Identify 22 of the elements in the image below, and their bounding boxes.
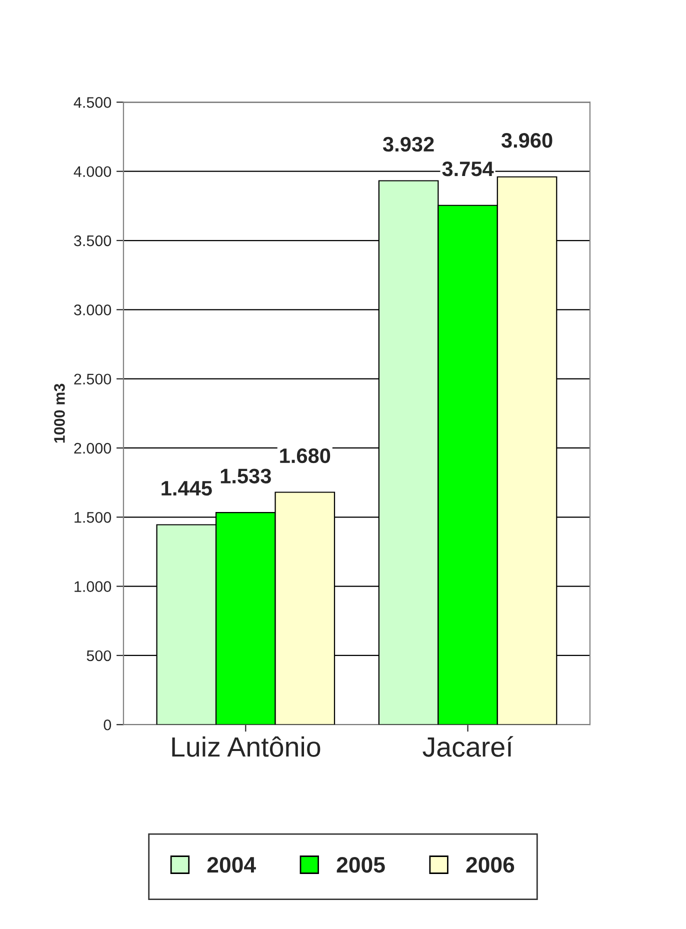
data-label: 1.680 bbox=[280, 448, 330, 464]
y-tick-label: 4.500 bbox=[74, 97, 112, 108]
y-tick-label: 2.500 bbox=[74, 374, 112, 385]
x-tick-label: Luiz Antônio bbox=[172, 736, 320, 757]
legend-label: 2006 bbox=[466, 856, 514, 873]
y-tick-label: 500 bbox=[86, 650, 112, 662]
y-tick-label: 2.000 bbox=[74, 442, 112, 454]
x-tick-label: Jacareí bbox=[422, 736, 514, 757]
data-label: 3.932 bbox=[382, 136, 434, 152]
y-tick-label: 1.000 bbox=[74, 581, 112, 592]
y-tick-label: 1.500 bbox=[74, 512, 112, 523]
data-label: 3.754 bbox=[442, 162, 494, 176]
legend-label: 2005 bbox=[336, 856, 385, 873]
y-tick-label: 3.000 bbox=[74, 304, 112, 316]
y-tick-label: 4.000 bbox=[74, 166, 112, 178]
legend-label: 2004 bbox=[207, 856, 256, 873]
y-tick-label: 3.500 bbox=[74, 235, 112, 246]
data-label: 1.445 bbox=[162, 481, 212, 496]
data-label: 3.960 bbox=[501, 133, 552, 148]
y-axis-title: 1000 m3 bbox=[54, 384, 65, 443]
y-tick-label: 0 bbox=[104, 719, 112, 730]
data-label: 1.533 bbox=[220, 468, 271, 484]
